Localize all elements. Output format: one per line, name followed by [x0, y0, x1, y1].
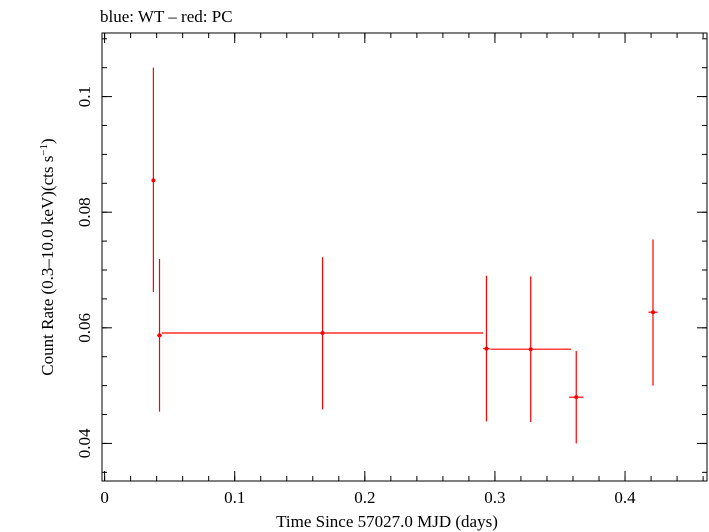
data-marker: [574, 395, 579, 400]
data-point: [151, 67, 156, 292]
data-marker: [151, 178, 156, 183]
x-tick-label: 0.2: [354, 488, 375, 507]
y-axis-label: Count Rate (0.3–10.0 keV)(cts s−1): [38, 138, 57, 375]
axis-ticks: [102, 33, 707, 481]
x-tick-label: 0: [100, 488, 109, 507]
data-point: [161, 257, 484, 410]
data-point: [648, 239, 658, 386]
y-axis-label-main: Count Rate (0.3–10.0 keV)(cts s: [38, 156, 57, 376]
plot-frame: [101, 32, 708, 482]
data-points: [151, 67, 658, 444]
y-tick-label: 0.08: [75, 197, 94, 227]
y-axis-label-close: ): [38, 138, 57, 144]
data-marker: [528, 347, 533, 352]
data-point: [490, 276, 572, 423]
data-marker: [320, 331, 325, 336]
data-marker: [484, 346, 489, 351]
y-tick-label: 0.04: [75, 428, 94, 458]
y-tick-label: 0.1: [75, 86, 94, 107]
data-point: [157, 259, 162, 412]
data-point: [569, 350, 584, 444]
y-axis-label-superscript: −1: [38, 144, 50, 156]
x-tick-label: 0.3: [484, 488, 505, 507]
data-marker: [157, 333, 162, 338]
axis-tick-labels: 0 0.1 0.2 0.3 0.4 0.04 0.06 0.08 0.1: [75, 86, 636, 507]
x-tick-label: 0.4: [614, 488, 636, 507]
x-tick-label: 0.1: [224, 488, 245, 507]
x-axis-label: Time Since 57027.0 MJD (days): [276, 512, 498, 531]
data-marker: [651, 310, 656, 315]
data-point: [483, 275, 490, 422]
y-tick-label: 0.06: [75, 313, 94, 343]
chart-title: blue: WT – red: PC: [100, 7, 233, 26]
